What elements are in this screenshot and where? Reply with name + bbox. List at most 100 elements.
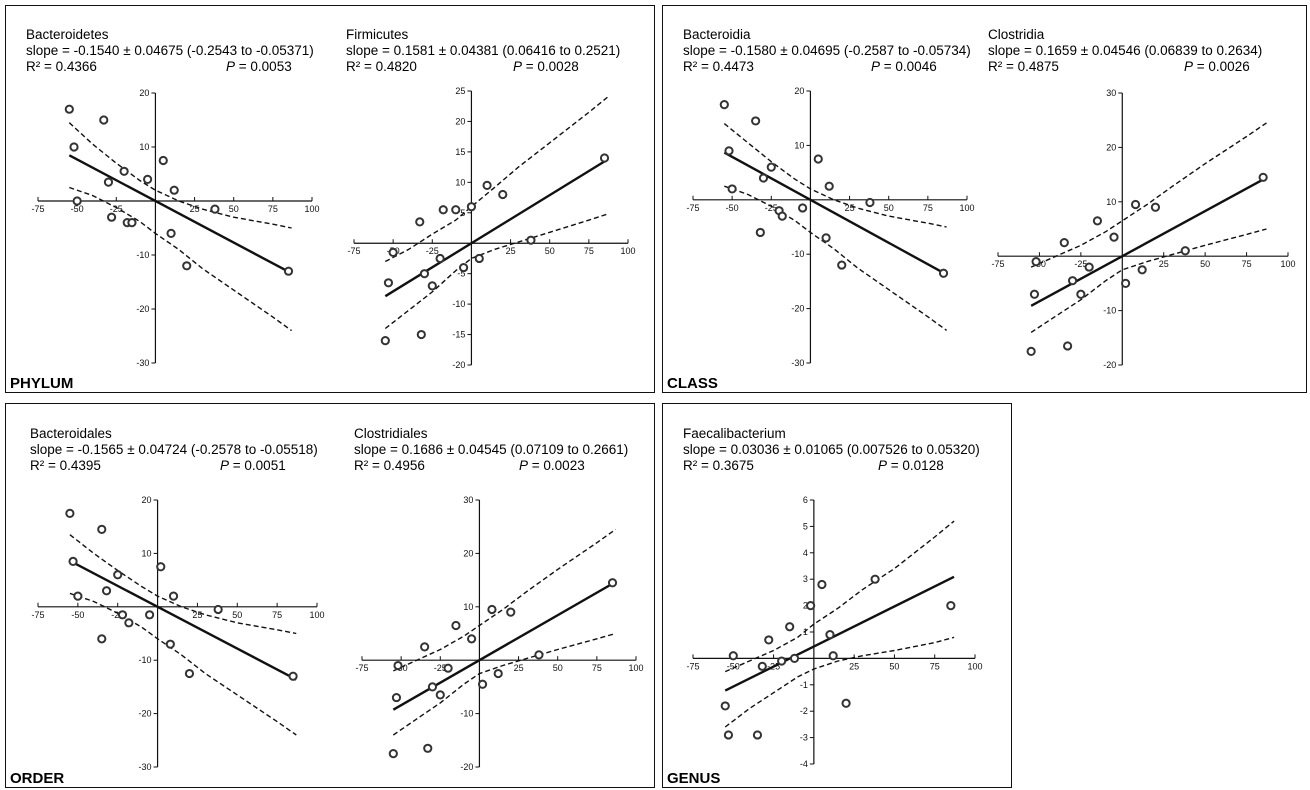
data-point <box>213 604 223 615</box>
y-tick-label: 20 <box>794 86 804 96</box>
data-point <box>427 281 437 291</box>
data-point <box>757 661 767 671</box>
y-tick-label: 10 <box>794 140 804 150</box>
data-point <box>391 692 402 703</box>
data-point <box>482 180 492 190</box>
data-point <box>1130 199 1141 210</box>
x-tick-label: 100 <box>1280 259 1295 269</box>
x-tick-label: 25 <box>192 610 202 620</box>
data-point <box>1150 202 1161 212</box>
p-label: P <box>226 59 236 74</box>
data-point <box>1063 341 1073 351</box>
data-point <box>420 642 430 652</box>
p-value: P = 0.0053 <box>226 59 292 75</box>
data-point <box>1067 276 1078 286</box>
data-point <box>388 247 398 257</box>
x-tick-label: 50 <box>889 661 899 671</box>
r2-text: R² = 0.4473 <box>683 59 754 74</box>
data-point <box>380 336 390 346</box>
x-tick-label: -75 <box>31 610 44 620</box>
ci-lower-band <box>69 592 297 736</box>
data-point <box>1258 172 1268 182</box>
data-point <box>169 185 179 195</box>
data-point <box>124 618 134 628</box>
y-tick-label: 20 <box>1106 142 1116 152</box>
plot-bacteroidia: Bacteroidia slope = -0.1580 ± 0.04695 (-… <box>683 27 988 377</box>
data-point <box>724 146 734 156</box>
data-point <box>498 189 508 200</box>
data-point <box>938 268 949 278</box>
data-point <box>824 181 834 191</box>
taxon-title: Faecalibacterium <box>683 426 786 441</box>
data-point <box>435 253 445 264</box>
data-point <box>1084 262 1094 272</box>
y-tick-label: 30 <box>463 495 473 505</box>
y-tick-label: 6 <box>803 495 808 505</box>
data-point <box>526 235 536 245</box>
data-point <box>288 671 298 681</box>
data-point <box>65 508 75 518</box>
plot-clostridia: Clostridia slope = 0.1659 ± 0.04546 (0.0… <box>988 27 1304 377</box>
y-tick-label: 20 <box>463 548 473 558</box>
data-point <box>427 682 438 692</box>
p-label: P <box>513 59 523 74</box>
y-tick-label: -10 <box>791 249 804 259</box>
x-tick-label: 25 <box>849 661 859 671</box>
data-point <box>143 174 153 185</box>
x-tick-label: 75 <box>268 204 278 214</box>
plot-header: Firmicutes slope = 0.1581 ± 0.04381 (0.0… <box>346 27 620 75</box>
data-point <box>184 668 195 679</box>
data-point <box>777 656 787 666</box>
data-point <box>415 217 425 227</box>
x-tick-label: 25 <box>845 203 855 213</box>
x-tick-label: 100 <box>959 203 974 213</box>
slope-text: slope = 0.03036 ± 0.01065 (0.007526 to 0… <box>683 442 980 457</box>
data-point <box>97 634 107 644</box>
data-point <box>727 184 737 194</box>
data-point <box>1026 346 1036 356</box>
regression-line <box>69 559 297 681</box>
plot-clostridiales: Clostridiales slope = 0.1686 ± 0.04545 (… <box>354 426 650 776</box>
data-point <box>388 749 398 759</box>
plot-header: Faecalibacterium slope = 0.03036 ± 0.010… <box>683 426 980 474</box>
data-point <box>720 701 730 711</box>
data-point <box>466 202 477 212</box>
r2-text: R² = 0.3675 <box>683 458 754 473</box>
ci-lower-band <box>69 186 293 332</box>
y-tick-label: -10 <box>136 250 149 260</box>
p-number: = 0.0046 <box>883 59 937 74</box>
p-number: = 0.0026 <box>1196 59 1250 74</box>
data-point <box>451 205 461 215</box>
data-point <box>798 203 808 213</box>
x-tick-label: 75 <box>923 203 933 213</box>
plot-header: Bacteroidetes slope = -0.1540 ± 0.04675 … <box>26 27 314 75</box>
data-point <box>474 253 484 264</box>
panel-phylum: PHYLUM <box>5 5 655 393</box>
regression-line <box>384 158 609 298</box>
ci-upper-band <box>1030 122 1267 268</box>
x-tick-label: 75 <box>584 246 594 256</box>
data-point <box>435 690 445 700</box>
x-tick-label: 50 <box>1200 259 1210 269</box>
stats-line: R² = 0.4395 P = 0.0051 <box>30 458 318 474</box>
data-point <box>119 166 129 176</box>
data-point <box>825 630 835 640</box>
r2-text: R² = 0.4395 <box>30 458 101 473</box>
stats-line: R² = 0.4875 P = 0.0026 <box>988 59 1262 75</box>
x-tick-label: 25 <box>506 246 516 256</box>
plot-header: Bacteroidales slope = -0.1565 ± 0.04724 … <box>30 426 318 474</box>
data-point <box>72 196 82 206</box>
data-point <box>1137 265 1147 275</box>
data-point <box>106 212 117 222</box>
plot-header: Clostridiales slope = 0.1686 ± 0.04545 (… <box>354 426 628 474</box>
y-tick-label: 10 <box>455 177 465 187</box>
y-tick-label: 10 <box>142 548 152 558</box>
ci-upper-band <box>724 520 955 673</box>
data-point <box>828 651 838 661</box>
x-tick-label: 75 <box>1242 259 1252 269</box>
panel-label-phylum: PHYLUM <box>10 375 74 392</box>
data-point <box>283 266 294 276</box>
ci-lower-band <box>384 213 608 330</box>
data-point <box>113 570 123 580</box>
